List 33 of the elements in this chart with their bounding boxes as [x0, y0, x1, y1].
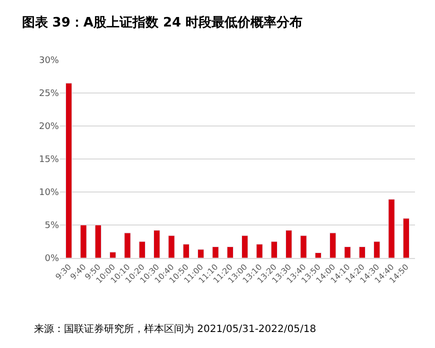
bar	[286, 230, 292, 258]
y-tick-label: 20%	[38, 122, 60, 132]
chart-title: 图表 39：A股上证指数 24 时段最低价概率分布	[22, 14, 303, 30]
bar	[168, 235, 175, 258]
bar	[256, 244, 263, 258]
y-tick-label: 10%	[38, 188, 60, 198]
y-tick-label: 15%	[38, 155, 60, 166]
bar	[182, 244, 190, 258]
bar	[212, 246, 219, 258]
bar	[198, 249, 204, 258]
bar	[402, 218, 410, 258]
bar	[226, 246, 234, 258]
bar	[80, 224, 87, 258]
bar	[374, 241, 380, 258]
y-tick-label: 0%	[44, 254, 60, 264]
bar	[124, 232, 131, 258]
source-note: 来源：国联证券研究所，样本区间为 2021/05/31-2022/05/18	[34, 323, 316, 335]
bar	[270, 241, 278, 258]
bar	[388, 199, 395, 258]
bar	[242, 235, 248, 258]
bar	[330, 232, 336, 258]
bar	[138, 241, 146, 258]
bar	[65, 82, 72, 258]
bar	[109, 252, 116, 258]
bar	[314, 252, 322, 258]
bar	[344, 246, 351, 258]
y-tick-label: 30%	[38, 56, 60, 66]
bar	[153, 230, 160, 258]
bar	[300, 235, 307, 258]
bar	[358, 246, 366, 258]
bar	[94, 224, 102, 258]
y-tick-label: 25%	[38, 89, 60, 100]
y-tick-label: 5%	[44, 221, 60, 232]
